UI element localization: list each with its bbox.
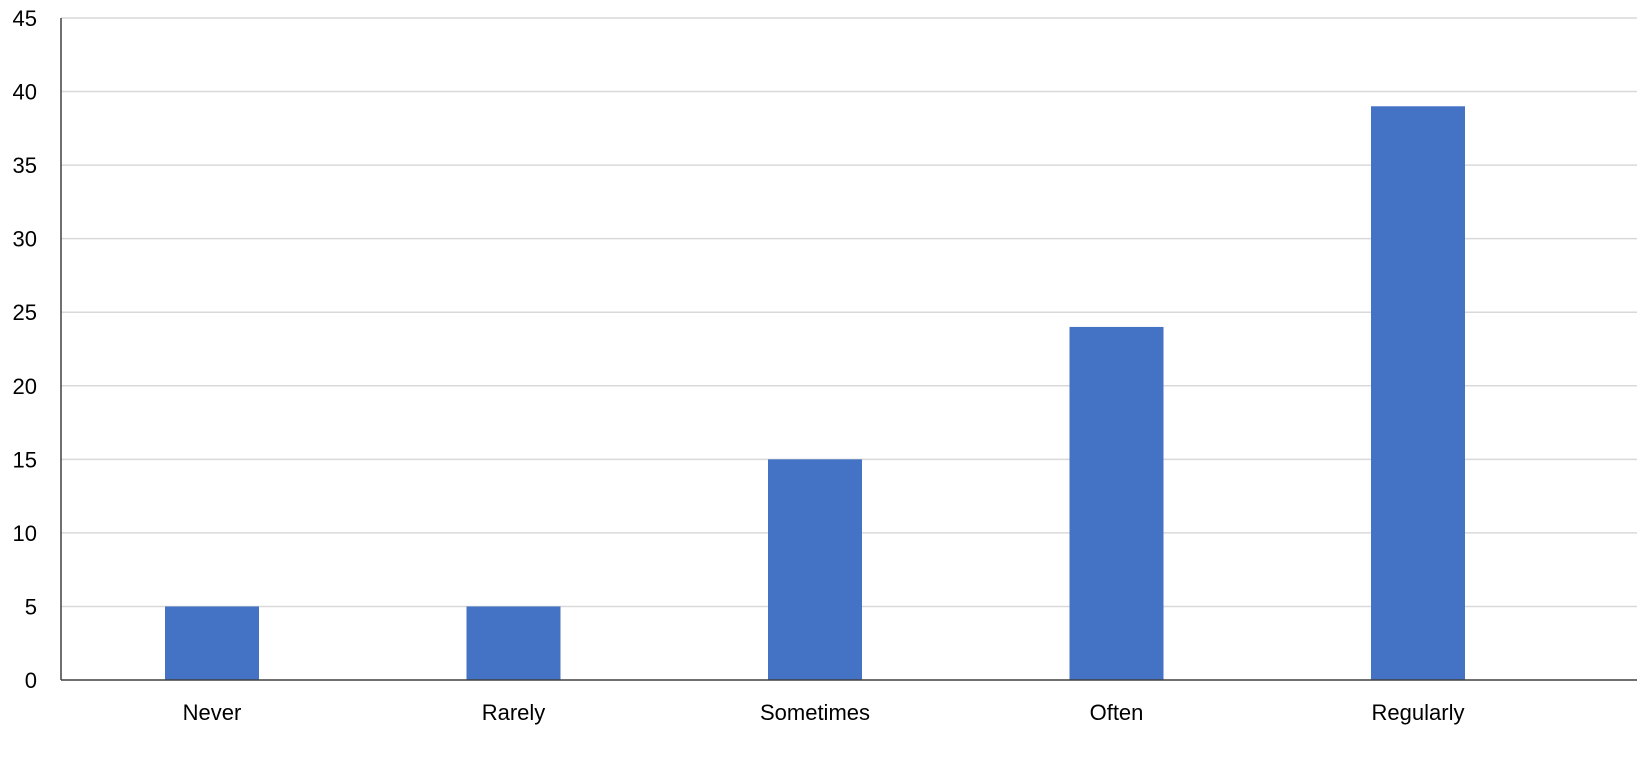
y-tick-label: 10 [13,521,37,546]
x-category-label: Regularly [1372,700,1465,725]
bars [165,106,1465,681]
y-tick-label: 25 [13,300,37,325]
gridlines [61,17,1637,608]
y-tick-label: 0 [25,668,37,693]
y-tick-label: 15 [13,447,37,472]
bar-never [165,606,259,680]
x-category-labels: Never Rarely Sometimes Often Regularly [183,700,1465,725]
x-category-label: Never [183,700,242,725]
y-tick-labels: 0 5 10 15 20 25 30 35 40 45 [13,6,37,693]
y-tick-label: 40 [13,80,37,105]
x-category-label: Rarely [482,700,546,725]
bar-often [1069,326,1164,680]
y-tick-label: 30 [13,227,37,252]
y-tick-label: 35 [13,153,37,178]
bar-regularly [1371,106,1465,681]
y-tick-label: 45 [13,6,37,31]
x-category-label: Often [1090,700,1144,725]
y-tick-label: 20 [13,374,37,399]
x-category-label: Sometimes [760,700,870,725]
bar-sometimes [768,459,862,680]
bar-rarely [466,606,561,680]
y-tick-label: 5 [25,594,37,619]
axes [60,18,1637,681]
